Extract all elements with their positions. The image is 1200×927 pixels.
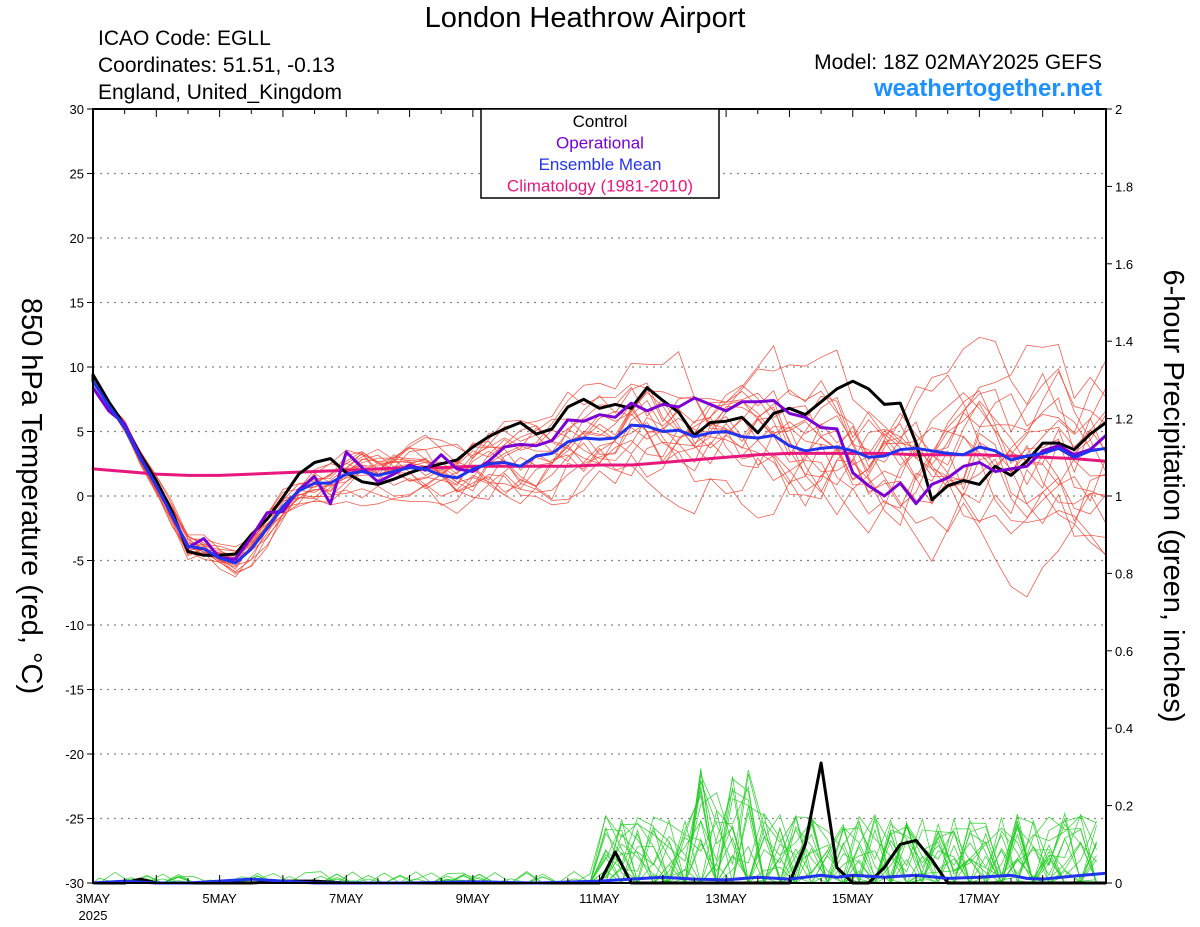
x-tick-label: 11MAY (579, 891, 620, 906)
left-tick-label: 5 (77, 425, 84, 440)
right-tick-label: 1.2 (1115, 412, 1133, 427)
control-temp-line (91, 373, 1107, 557)
left-tick-label: -10 (65, 618, 84, 633)
series-layer (91, 373, 1108, 885)
x-tick-label: 17MAY (959, 891, 1001, 906)
left-tick-label: -5 (72, 554, 84, 569)
left-tick-label: -30 (65, 876, 84, 891)
right-tick-label: 0 (1115, 876, 1122, 891)
right-tick-label: 0.8 (1115, 566, 1133, 581)
temp-member-line (92, 380, 1107, 573)
temp-member-line (92, 336, 1107, 561)
temp-member-line (92, 380, 1107, 552)
legend-box (480, 108, 720, 199)
region: England, United_Kingdom (98, 81, 343, 104)
right-tick-label: 0.6 (1115, 644, 1133, 659)
legend: Control Operational Ensemble Mean Climat… (480, 108, 720, 199)
left-tick-label: -15 (65, 683, 84, 698)
x-tick-label: 15MAY (832, 891, 874, 906)
x-tick-label: 13MAY (705, 891, 747, 906)
left-tick-label: 30 (70, 102, 84, 117)
left-tick-label: -25 (65, 812, 84, 827)
model-run: Model: 18Z 02MAY2025 GEFS (814, 51, 1102, 74)
right-tick-label: 0.2 (1115, 799, 1133, 814)
precip-member-line (93, 793, 1097, 884)
operational-temp-line (91, 386, 1108, 561)
right-tick-label: 1 (1115, 489, 1122, 504)
x-tick-label: 9MAY (456, 891, 491, 906)
right-tick-label: 1.6 (1115, 257, 1133, 272)
legend-operational: Operational (556, 134, 644, 153)
right-tick-label: 2 (1115, 102, 1122, 117)
chart-title: London Heathrow Airport (424, 2, 746, 34)
right-tick-label: 0.4 (1115, 721, 1133, 736)
temp-member-line (92, 374, 1107, 565)
x-tick-label: 3MAY (76, 891, 111, 906)
legend-ensemble-mean: Ensemble Mean (539, 155, 662, 174)
ensemble-members-layer (92, 336, 1107, 885)
temp-member-line (92, 378, 1107, 556)
x-tick-sublabel: 2025 (79, 908, 108, 923)
x-tick-label: 7MAY (329, 891, 364, 906)
left-tick-label: 15 (70, 296, 84, 311)
legend-climatology: Climatology (1981-2010) (507, 177, 693, 196)
ticks-layer: 302520151050-5-10-15-20-25-3021.81.61.41… (65, 102, 1133, 923)
precip-member-line (93, 792, 1097, 885)
left-tick-label: 10 (70, 360, 84, 375)
left-tick-label: 20 (70, 231, 84, 246)
left-tick-label: 0 (77, 489, 84, 504)
precip-member-line (93, 790, 1097, 885)
icao-code: ICAO Code: EGLL (98, 27, 271, 50)
left-axis-title: 850 hPa Temperature (red, °C) (15, 298, 47, 694)
x-tick-label: 5MAY (202, 891, 237, 906)
climatology-1981-2010-temp-line (91, 451, 1107, 477)
left-tick-label: -20 (65, 747, 84, 762)
right-tick-label: 1.4 (1115, 334, 1133, 349)
legend-control: Control (573, 112, 628, 131)
coordinates: Coordinates: 51.51, -0.13 (98, 54, 335, 77)
grid-layer (93, 172, 1106, 820)
right-axis-title: 6-hour Precipitation (green, inches) (1157, 270, 1189, 723)
ensemble-mean-temp-line (91, 379, 1107, 565)
right-tick-label: 1.8 (1115, 179, 1133, 194)
left-tick-label: 25 (70, 167, 84, 182)
site-link[interactable]: weathertogether.net (873, 75, 1102, 102)
